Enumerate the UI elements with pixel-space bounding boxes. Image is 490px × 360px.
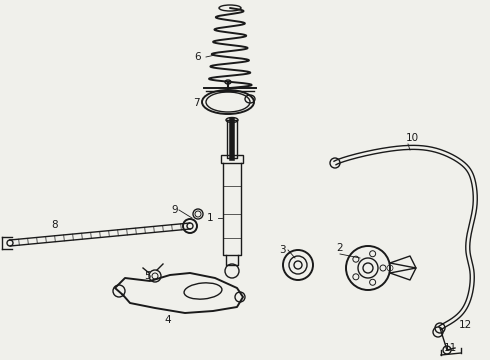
Text: 12: 12: [458, 320, 472, 330]
Text: 6: 6: [195, 52, 201, 62]
Text: 2: 2: [337, 243, 343, 253]
Text: 4: 4: [165, 315, 172, 325]
Text: 7: 7: [193, 98, 199, 108]
Text: 5: 5: [144, 271, 150, 281]
Text: 11: 11: [443, 343, 457, 353]
Text: 9: 9: [172, 205, 178, 215]
Text: 8: 8: [51, 220, 58, 230]
Text: 3: 3: [279, 245, 285, 255]
Text: 1: 1: [207, 213, 213, 223]
Text: 10: 10: [405, 133, 418, 143]
